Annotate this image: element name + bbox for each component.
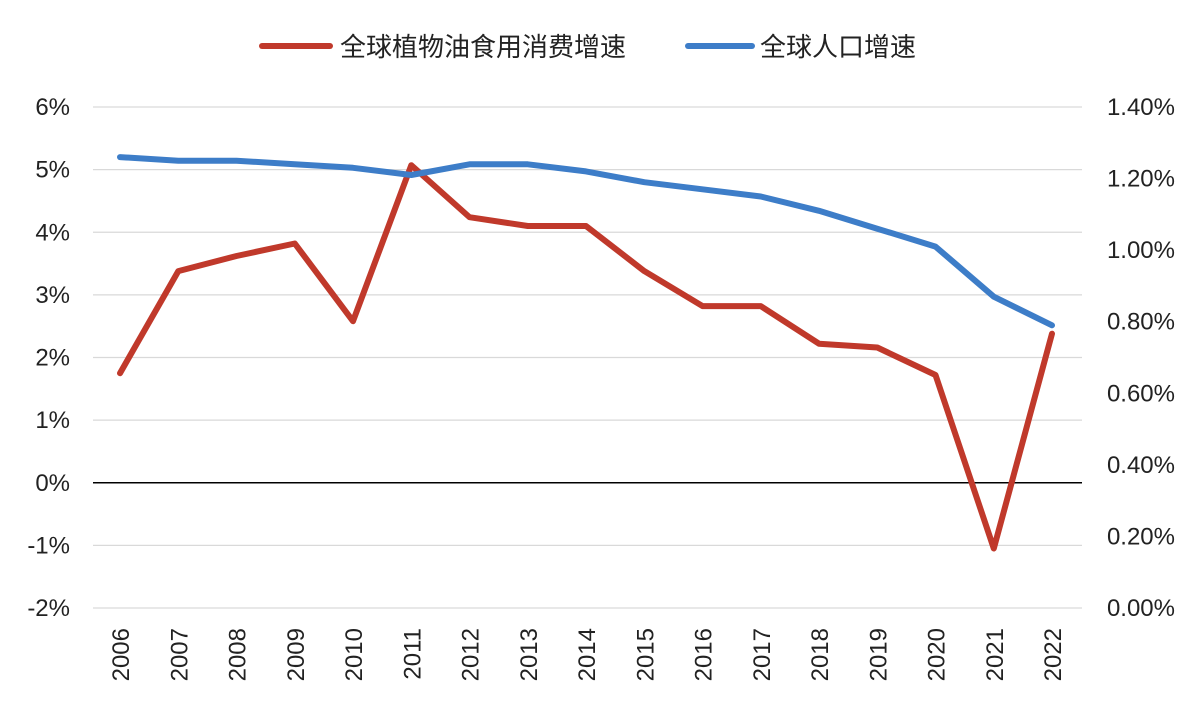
right-axis-tick-label: 1.20% bbox=[1107, 166, 1175, 193]
left-axis-tick-label: 2% bbox=[35, 345, 70, 372]
left-axis-tick-label: -2% bbox=[27, 595, 70, 622]
legend: 全球植物油食用消费增速 全球人口增速 bbox=[259, 33, 916, 63]
series-line-population bbox=[117, 154, 1055, 329]
left-axis-tick-label: 0% bbox=[35, 470, 70, 497]
x-axis-tick-label: 2018 bbox=[807, 628, 834, 681]
x-axis-tick-label: 2013 bbox=[516, 628, 543, 681]
right-axis-tick-label: 0.40% bbox=[1107, 452, 1175, 479]
x-axis-tick-label: 2021 bbox=[982, 628, 1009, 681]
left-axis-tick-label: 1% bbox=[35, 407, 70, 434]
legend-label-consumption: 全球植物油食用消费增速 bbox=[340, 33, 626, 63]
x-axis-ticks: 2006 2007 2008 2009 2010 2011 2012 2013 2014 2015… bbox=[108, 628, 1067, 681]
x-axis-tick-label: 2022 bbox=[1040, 628, 1067, 681]
x-axis-tick-label: 2008 bbox=[225, 628, 252, 681]
x-axis-tick-label: 2007 bbox=[166, 628, 193, 681]
left-axis-tick-label: 5% bbox=[35, 157, 70, 184]
x-axis-tick-label: 2020 bbox=[924, 628, 951, 681]
series-lines bbox=[117, 154, 1055, 552]
right-axis-ticks: 0.00% 0.20% 0.40% 0.60% 0.80% 1.00% 1.20% 1.40% bbox=[1107, 94, 1175, 622]
series-line-consumption bbox=[117, 162, 1055, 552]
x-axis-tick-label: 2014 bbox=[574, 628, 601, 681]
x-axis-tick-label: 2010 bbox=[341, 628, 368, 681]
right-axis-tick-label: 0.60% bbox=[1107, 380, 1175, 407]
x-axis-tick-label: 2012 bbox=[458, 628, 485, 681]
right-axis-tick-label: 1.40% bbox=[1107, 94, 1175, 121]
right-axis-tick-label: 0.80% bbox=[1107, 309, 1175, 336]
x-axis-tick-label: 2009 bbox=[283, 628, 310, 681]
left-axis-tick-label: 3% bbox=[35, 282, 70, 309]
left-axis-tick-label: 6% bbox=[35, 94, 70, 121]
left-axis-tick-label: -1% bbox=[27, 532, 70, 559]
x-axis-tick-label: 2017 bbox=[749, 628, 776, 681]
x-axis-tick-label: 2011 bbox=[399, 628, 426, 680]
right-axis-tick-label: 0.00% bbox=[1107, 595, 1175, 622]
x-axis-tick-label: 2019 bbox=[865, 628, 892, 681]
right-axis-tick-label: 0.20% bbox=[1107, 523, 1175, 550]
left-axis-tick-label: 4% bbox=[35, 219, 70, 246]
left-axis-ticks: -2% -1% 0% 1% 2% 3% 4% 5% 6% bbox=[27, 94, 70, 622]
legend-label-population: 全球人口增速 bbox=[760, 33, 916, 63]
right-axis-tick-label: 1.00% bbox=[1107, 237, 1175, 264]
grid-lines bbox=[93, 106, 1082, 609]
x-axis-tick-label: 2016 bbox=[691, 628, 718, 681]
x-axis-tick-label: 2015 bbox=[632, 628, 659, 681]
x-axis-tick-label: 2006 bbox=[108, 628, 135, 681]
